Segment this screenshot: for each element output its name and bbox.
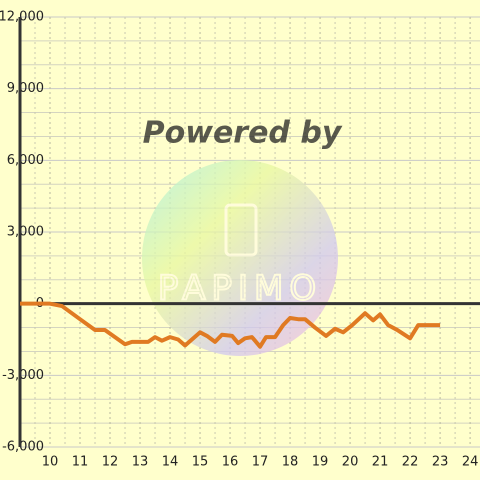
- y-tick-label: 9,000: [7, 81, 44, 96]
- x-tick-label: 16: [222, 455, 239, 470]
- x-tick-label: 20: [342, 455, 359, 470]
- y-tick-label: 6,000: [7, 153, 44, 168]
- line-series: [20, 301, 441, 349]
- watermark: Powered by PAPIMO: [142, 116, 343, 356]
- x-tick-label: 15: [192, 455, 209, 470]
- plot: -6,000-3,00003,0006,0009,00012,000101112…: [0, 10, 480, 470]
- watermark-text: Powered by: [143, 116, 343, 151]
- x-tick-label: 24: [462, 455, 479, 470]
- logo-circle: [142, 160, 338, 356]
- x-tick-label: 21: [372, 455, 389, 470]
- logo-icon: [224, 203, 258, 257]
- x-tick-label: 11: [72, 455, 89, 470]
- x-tick-label: 18: [282, 455, 299, 470]
- x-tick-label: 13: [132, 455, 149, 470]
- x-tick-label: 23: [432, 455, 449, 470]
- y-tick-label: 12,000: [0, 10, 44, 25]
- x-tick-label: 19: [312, 455, 329, 470]
- x-tick-label: 12: [102, 455, 119, 470]
- x-tick-label: 14: [162, 455, 179, 470]
- y-tick-label: 3,000: [7, 225, 44, 240]
- y-tick-label: -3,000: [2, 368, 44, 383]
- x-tick-label: 17: [252, 455, 269, 470]
- y-tick-label: -6,000: [2, 440, 44, 455]
- x-tick-label: 10: [42, 455, 59, 470]
- x-tick-label: 22: [402, 455, 419, 470]
